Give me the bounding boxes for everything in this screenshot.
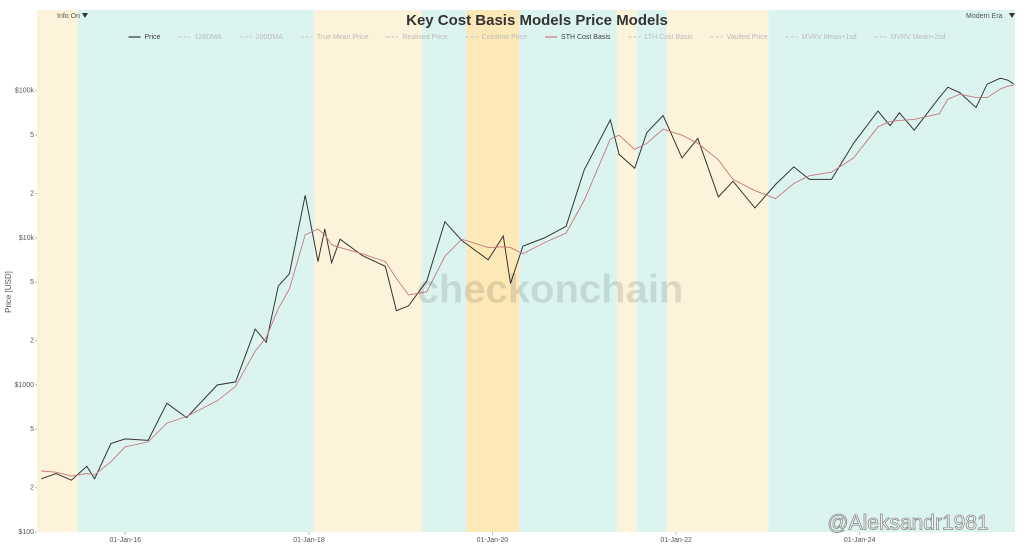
plot bbox=[41, 77, 1014, 481]
info-toggle[interactable]: Info On bbox=[57, 13, 88, 20]
regime-band bbox=[37, 10, 78, 532]
series-line bbox=[41, 77, 1014, 481]
regime-band bbox=[666, 10, 769, 532]
legend-label: LTH Cost Basis bbox=[644, 34, 693, 41]
legend-item[interactable]: Price bbox=[128, 34, 161, 41]
legend-item[interactable]: STH Cost Basis bbox=[545, 34, 611, 41]
y-tick-label: $10k bbox=[19, 235, 35, 242]
x-tick-label: 01-Jan-16 bbox=[109, 537, 141, 544]
y-tick-label: $100k bbox=[15, 88, 35, 95]
watermark: checkonchain bbox=[417, 268, 684, 312]
x-tick-label: 01-Jan-24 bbox=[844, 537, 876, 544]
x-tick-label: 01-Jan-20 bbox=[477, 537, 509, 544]
regime-band bbox=[77, 10, 314, 532]
regime-band bbox=[768, 10, 1015, 532]
y-axis-label: Price [USD] bbox=[4, 271, 13, 313]
y-tick-label: $100 bbox=[18, 529, 34, 536]
legend-label: 128DMA bbox=[194, 34, 222, 41]
era-select[interactable]: Modern Era bbox=[966, 13, 1015, 20]
regime-band bbox=[466, 10, 520, 532]
info-toggle-label[interactable]: Info On bbox=[57, 13, 80, 20]
y-tick-label: 5 bbox=[30, 132, 34, 139]
legend-label: 200DMA bbox=[256, 34, 284, 41]
legend-item[interactable]: True Mean Price bbox=[300, 34, 369, 41]
legend-label: True Mean Price bbox=[317, 34, 369, 41]
y-tick-label: 2 bbox=[30, 338, 34, 345]
y-tick-label: 5 bbox=[30, 426, 34, 433]
legend-item[interactable]: 200DMA bbox=[239, 34, 284, 41]
legend-item[interactable]: Realised Price bbox=[386, 34, 448, 41]
legend-item[interactable]: 128DMA bbox=[178, 34, 222, 41]
regime-band bbox=[313, 10, 423, 532]
legend-label: Price bbox=[144, 34, 160, 41]
regions bbox=[37, 10, 1015, 532]
legend-item[interactable]: MVRV Mean+2sd bbox=[874, 34, 946, 41]
y-tick-label: 2 bbox=[30, 191, 34, 198]
era-select-label[interactable]: Modern Era bbox=[966, 13, 1003, 20]
y-tick-label: $1000 bbox=[15, 382, 35, 389]
dropdown-arrow[interactable] bbox=[1009, 13, 1015, 18]
legend: Price 128DMA 200DMA True Mean Price Realised… bbox=[128, 34, 946, 41]
series-line bbox=[41, 84, 1014, 477]
legend-label: MVRV Mean+2sd bbox=[891, 34, 946, 41]
credit: @Aleksandr1981 bbox=[827, 512, 988, 535]
legend-item[interactable]: LTH Cost Basis bbox=[628, 34, 693, 41]
legend-item[interactable]: Vaulted Price bbox=[710, 34, 768, 41]
regime-band bbox=[636, 10, 667, 532]
regime-band bbox=[519, 10, 617, 532]
legend-item[interactable]: Cointime Price bbox=[465, 34, 528, 41]
legend-label: Cointime Price bbox=[482, 34, 528, 41]
legend-label: MVRV Mean+1sd bbox=[802, 34, 857, 41]
chart-title: Key Cost Basis Models Price Models bbox=[406, 12, 668, 29]
x-tick-label: 01-Jan-18 bbox=[293, 537, 325, 544]
legend-label: Realised Price bbox=[402, 34, 447, 41]
dropdown-arrow[interactable] bbox=[82, 13, 88, 18]
legend-item[interactable]: MVRV Mean+1sd bbox=[785, 34, 857, 41]
legend-label: STH Cost Basis bbox=[561, 34, 611, 41]
legend-label: Vaulted Price bbox=[727, 34, 768, 41]
x-tick-label: 01-Jan-22 bbox=[660, 537, 692, 544]
y-tick-label: 5 bbox=[30, 279, 34, 286]
regime-band bbox=[616, 10, 637, 532]
y-tick-label: 2 bbox=[30, 485, 34, 492]
